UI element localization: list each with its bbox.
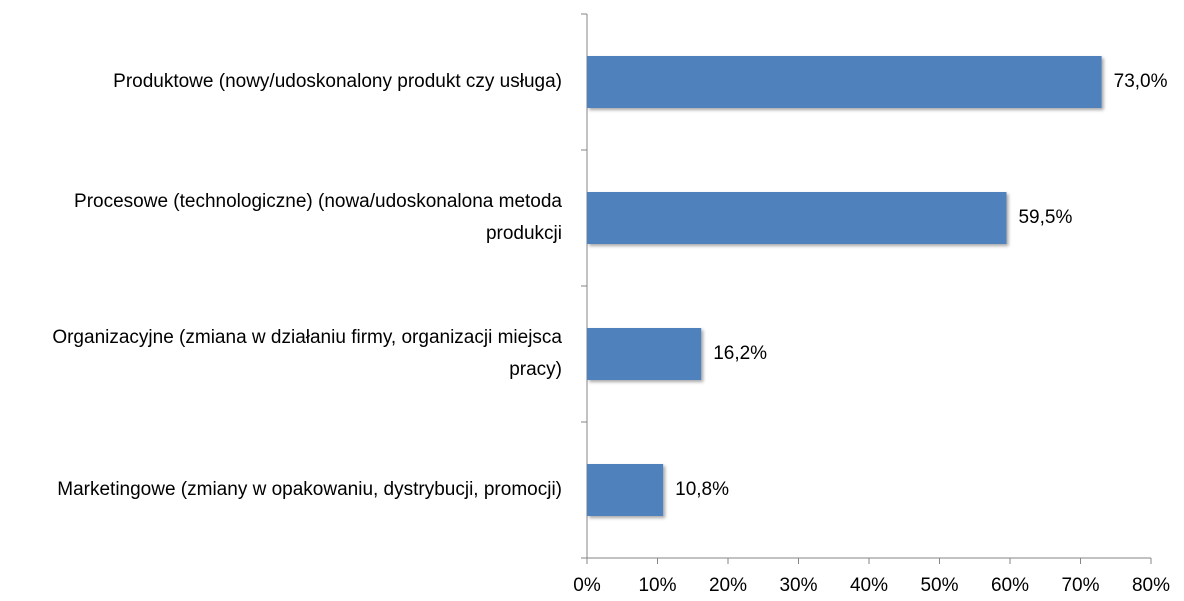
- value-label: 73,0%: [1114, 71, 1168, 92]
- x-tick-label: 0%: [573, 575, 601, 596]
- bar: [587, 328, 702, 380]
- x-tick-label: 80%: [1132, 575, 1170, 596]
- x-tick-label: 30%: [779, 575, 817, 596]
- bar: [587, 192, 1007, 244]
- x-tick-label: 60%: [991, 575, 1029, 596]
- x-tick-label: 70%: [1061, 575, 1099, 596]
- value-label: 59,5%: [1018, 207, 1072, 228]
- x-tick-label: 50%: [920, 575, 958, 596]
- bar: [587, 56, 1102, 108]
- y-tick-label: Procesowe (technologiczne) (nowa/udoskon…: [74, 191, 562, 244]
- value-label: 16,2%: [713, 343, 767, 364]
- x-tick-label: 40%: [850, 575, 888, 596]
- y-tick-label: Marketingowe (zmiany w opakowaniu, dystr…: [57, 479, 562, 500]
- bar: [587, 464, 664, 516]
- value-label: 10,8%: [675, 479, 729, 500]
- x-tick-label: 20%: [709, 575, 747, 596]
- x-tick-label: 10%: [638, 575, 676, 596]
- y-tick-label: Organizacyjne (zmiana w działaniu firmy,…: [52, 327, 562, 380]
- y-tick-label: Produktowe (nowy/udoskonalony produkt cz…: [113, 71, 562, 92]
